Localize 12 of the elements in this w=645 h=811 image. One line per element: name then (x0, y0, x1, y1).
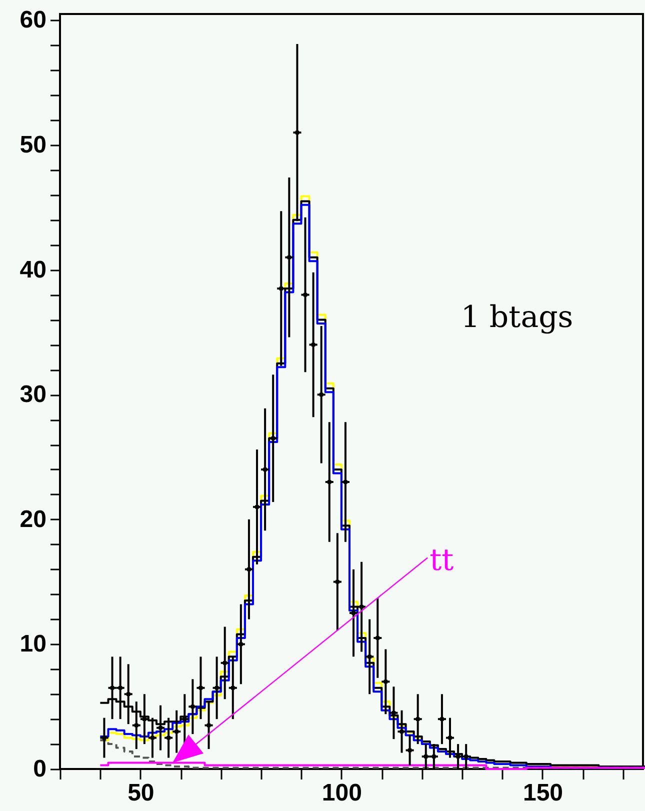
text: tt (430, 542, 454, 578)
y-tick-label: 0 (33, 756, 46, 782)
y-tick-label: 30 (20, 381, 46, 408)
y-tick-label: 50 (20, 132, 46, 159)
x-tick-label: 50 (128, 780, 154, 806)
y-tick-label: 60 (20, 6, 46, 34)
x-tick-label: 100 (322, 780, 362, 806)
annotation: 1 btags (460, 300, 574, 335)
y-tick-label: 10 (20, 630, 46, 658)
y-tick-label: 20 (20, 506, 46, 533)
x-tick-label: 150 (522, 780, 564, 806)
y-tick-label: 40 (20, 256, 46, 284)
